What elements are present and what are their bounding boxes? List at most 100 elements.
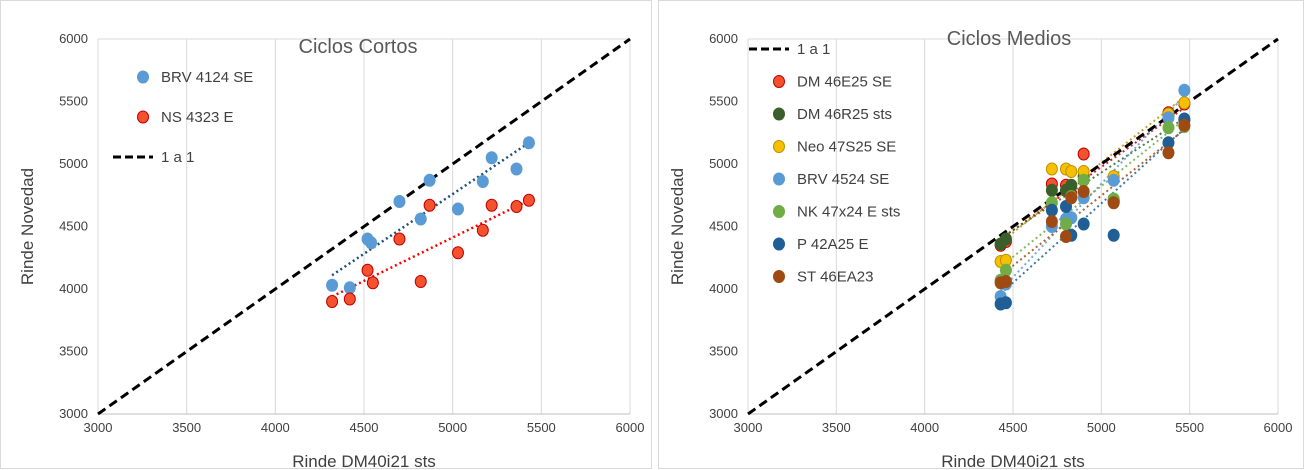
point-ns-4323-e-2	[361, 263, 374, 277]
series-p-42a25-e	[994, 112, 1191, 311]
chart-title: Ciclos Cortos	[299, 36, 418, 58]
point-nk-47x24-e-sts-7	[1162, 121, 1175, 135]
point-st-46ea23-4	[1065, 191, 1078, 205]
y-tick-label-5000: 5000	[59, 156, 88, 171]
legend: BRV 4124 SE NS 4323 E 1 a 1	[113, 69, 253, 166]
point-ns-4323-e-6	[423, 198, 436, 212]
point-p-42a25-e-6	[1107, 228, 1120, 242]
point-brv-4124-se-10	[510, 162, 523, 176]
trendline-st-46ea23	[1000, 128, 1185, 277]
x-tick-label-5500: 5500	[1175, 420, 1204, 435]
point-ns-4323-e-8	[476, 223, 489, 237]
point-nk-47x24-e-sts-3	[1060, 217, 1072, 231]
point-brv-4124-se-11	[522, 136, 535, 150]
series-ns-4323-e	[326, 193, 535, 308]
point-brv-4124-se-8	[476, 175, 489, 188]
y-tick-label-6000: 6000	[709, 31, 738, 46]
x-tick-label-3000: 3000	[734, 420, 763, 435]
legend-label-1-a-1: 1 a 1	[797, 41, 830, 58]
legend-label-dm-46r25-sts: DM 46R25 sts	[797, 106, 892, 123]
point-dm-46r25-sts-1	[999, 232, 1012, 246]
point-st-46ea23-7	[1162, 146, 1175, 160]
legend-key-p-42a25-e	[773, 237, 785, 251]
series-brv-4124-se	[326, 136, 535, 295]
y-tick-label-3000: 3000	[709, 406, 738, 421]
point-nk-47x24-e-sts-5	[1077, 173, 1090, 187]
trendline-brv-4524-se	[999, 95, 1186, 292]
point-brv-4124-se-9	[485, 151, 498, 165]
series-line-1-a-1	[97, 37, 631, 416]
y-tick-label-4500: 4500	[59, 219, 88, 234]
chart-panel-ciclos-medios: 3000 3500 4000 4500 5000 5500 6000 3000 3500 4000…	[658, 0, 1304, 470]
point-brv-4124-se-4	[393, 195, 406, 208]
trendline-p-42a25-e	[999, 128, 1186, 295]
legend-label-dm-46e25-se: DM 46E25 SE	[797, 74, 892, 91]
point-st-46ea23-5	[1077, 185, 1090, 198]
y-axis-label: Rinde Novedad	[668, 168, 687, 285]
legend-label-ns-4323-e: NS 4323 E	[161, 109, 234, 126]
legend-key-ns-4323-e	[137, 110, 149, 124]
legend-label-neo-47s25-se: Neo 47S25 SE	[797, 139, 896, 156]
point-brv-4124-se-0	[326, 278, 339, 292]
trendline-dm-46e25-se	[1000, 106, 1185, 240]
point-ns-4323-e-3	[366, 276, 379, 290]
point-ns-4323-e-9	[485, 198, 498, 212]
x-tick-label-6000: 6000	[1264, 420, 1293, 435]
point-ns-4323-e-1	[343, 292, 356, 306]
y-tick-label-3000: 3000	[59, 406, 88, 421]
y-tick-label-4000: 4000	[59, 281, 88, 296]
point-ns-4323-e-7	[451, 246, 464, 260]
y-tick-label-3500: 3500	[59, 344, 88, 359]
legend-key-st-46ea23	[773, 270, 785, 283]
chart-ciclos-cortos: 3000 3500 4000 4500 5000 5500 6000 3000 3500 4000…	[18, 31, 644, 470]
point-ns-4323-e-0	[326, 295, 339, 308]
y-tick-label-5500: 5500	[59, 94, 88, 109]
point-brv-4124-se-5	[414, 212, 427, 226]
y-axis-label: Rinde Novedad	[18, 168, 37, 285]
point-p-42a25-e-2	[1045, 203, 1058, 217]
point-dm-46r25-sts-2	[1045, 183, 1058, 197]
point-neo-47s25-se-2	[1045, 162, 1058, 176]
legend-key-neo-47s25-se	[773, 140, 785, 153]
legend-label-st-46ea23: ST 46EA23	[797, 269, 873, 286]
point-ns-4323-e-10	[510, 200, 523, 213]
point-nk-47x24-e-sts-1	[999, 263, 1012, 277]
point-brv-4524-se-8	[1178, 83, 1191, 97]
point-neo-47s25-se-4	[1065, 165, 1078, 178]
x-tick-label-5000: 5000	[438, 420, 467, 435]
y-tick-label-6000: 6000	[59, 31, 88, 46]
chart-panel-ciclos-cortos: 3000 3500 4000 4500 5000 5500 6000 3000 3500 4000…	[0, 0, 652, 470]
x-tick-label-4500: 4500	[999, 420, 1028, 435]
point-brv-4124-se-3	[365, 236, 378, 250]
point-p-42a25-e-1	[999, 296, 1012, 310]
y-tick-label-5500: 5500	[709, 94, 738, 109]
tick-labels: 3000 3500 4000 4500 5000 5500 6000 3000 3500 4000…	[59, 31, 644, 435]
legend-label-1-a-1: 1 a 1	[161, 149, 194, 166]
x-tick-label-5000: 5000	[1087, 420, 1116, 435]
point-neo-47s25-se-8	[1178, 96, 1191, 110]
series-line-1-a-1	[747, 37, 1279, 416]
x-tick-label-5500: 5500	[527, 420, 556, 435]
series-st-46ea23	[994, 118, 1191, 290]
point-brv-4524-se-6	[1107, 173, 1120, 187]
point-ns-4323-e-4	[393, 232, 406, 246]
point-st-46ea23-2	[1045, 215, 1058, 228]
point-ns-4323-e-5	[414, 275, 427, 288]
point-st-46ea23-6	[1107, 196, 1120, 210]
legend-label-nk-47x24-e-sts: NK 47x24 E sts	[797, 204, 900, 221]
trendline-nk-47x24-e-sts	[1000, 118, 1185, 268]
x-tick-label-4500: 4500	[350, 420, 379, 435]
series-brv-4524-se	[994, 83, 1191, 303]
legend-key-dm-46r25-sts	[773, 107, 785, 121]
tick-labels: 3000 3500 4000 4500 5000 5500 6000 3000 3500 4000…	[709, 31, 1292, 435]
legend: 1 a 1 DM 46E25 SE DM 46R25 sts Neo 47S25 SE…	[749, 41, 900, 286]
x-axis-label: Rinde DM40i21 sts	[941, 452, 1085, 470]
point-brv-4124-se-6	[423, 173, 436, 187]
point-st-46ea23-8	[1178, 118, 1191, 132]
point-st-46ea23-3	[1060, 230, 1072, 243]
y-tick-label-4000: 4000	[709, 281, 738, 296]
legend-key-nk-47x24-e-sts	[773, 205, 785, 218]
legend-key-dm-46e25-se	[773, 75, 785, 88]
x-tick-label-6000: 6000	[616, 420, 645, 435]
point-dm-46e25-se-5	[1077, 147, 1090, 161]
